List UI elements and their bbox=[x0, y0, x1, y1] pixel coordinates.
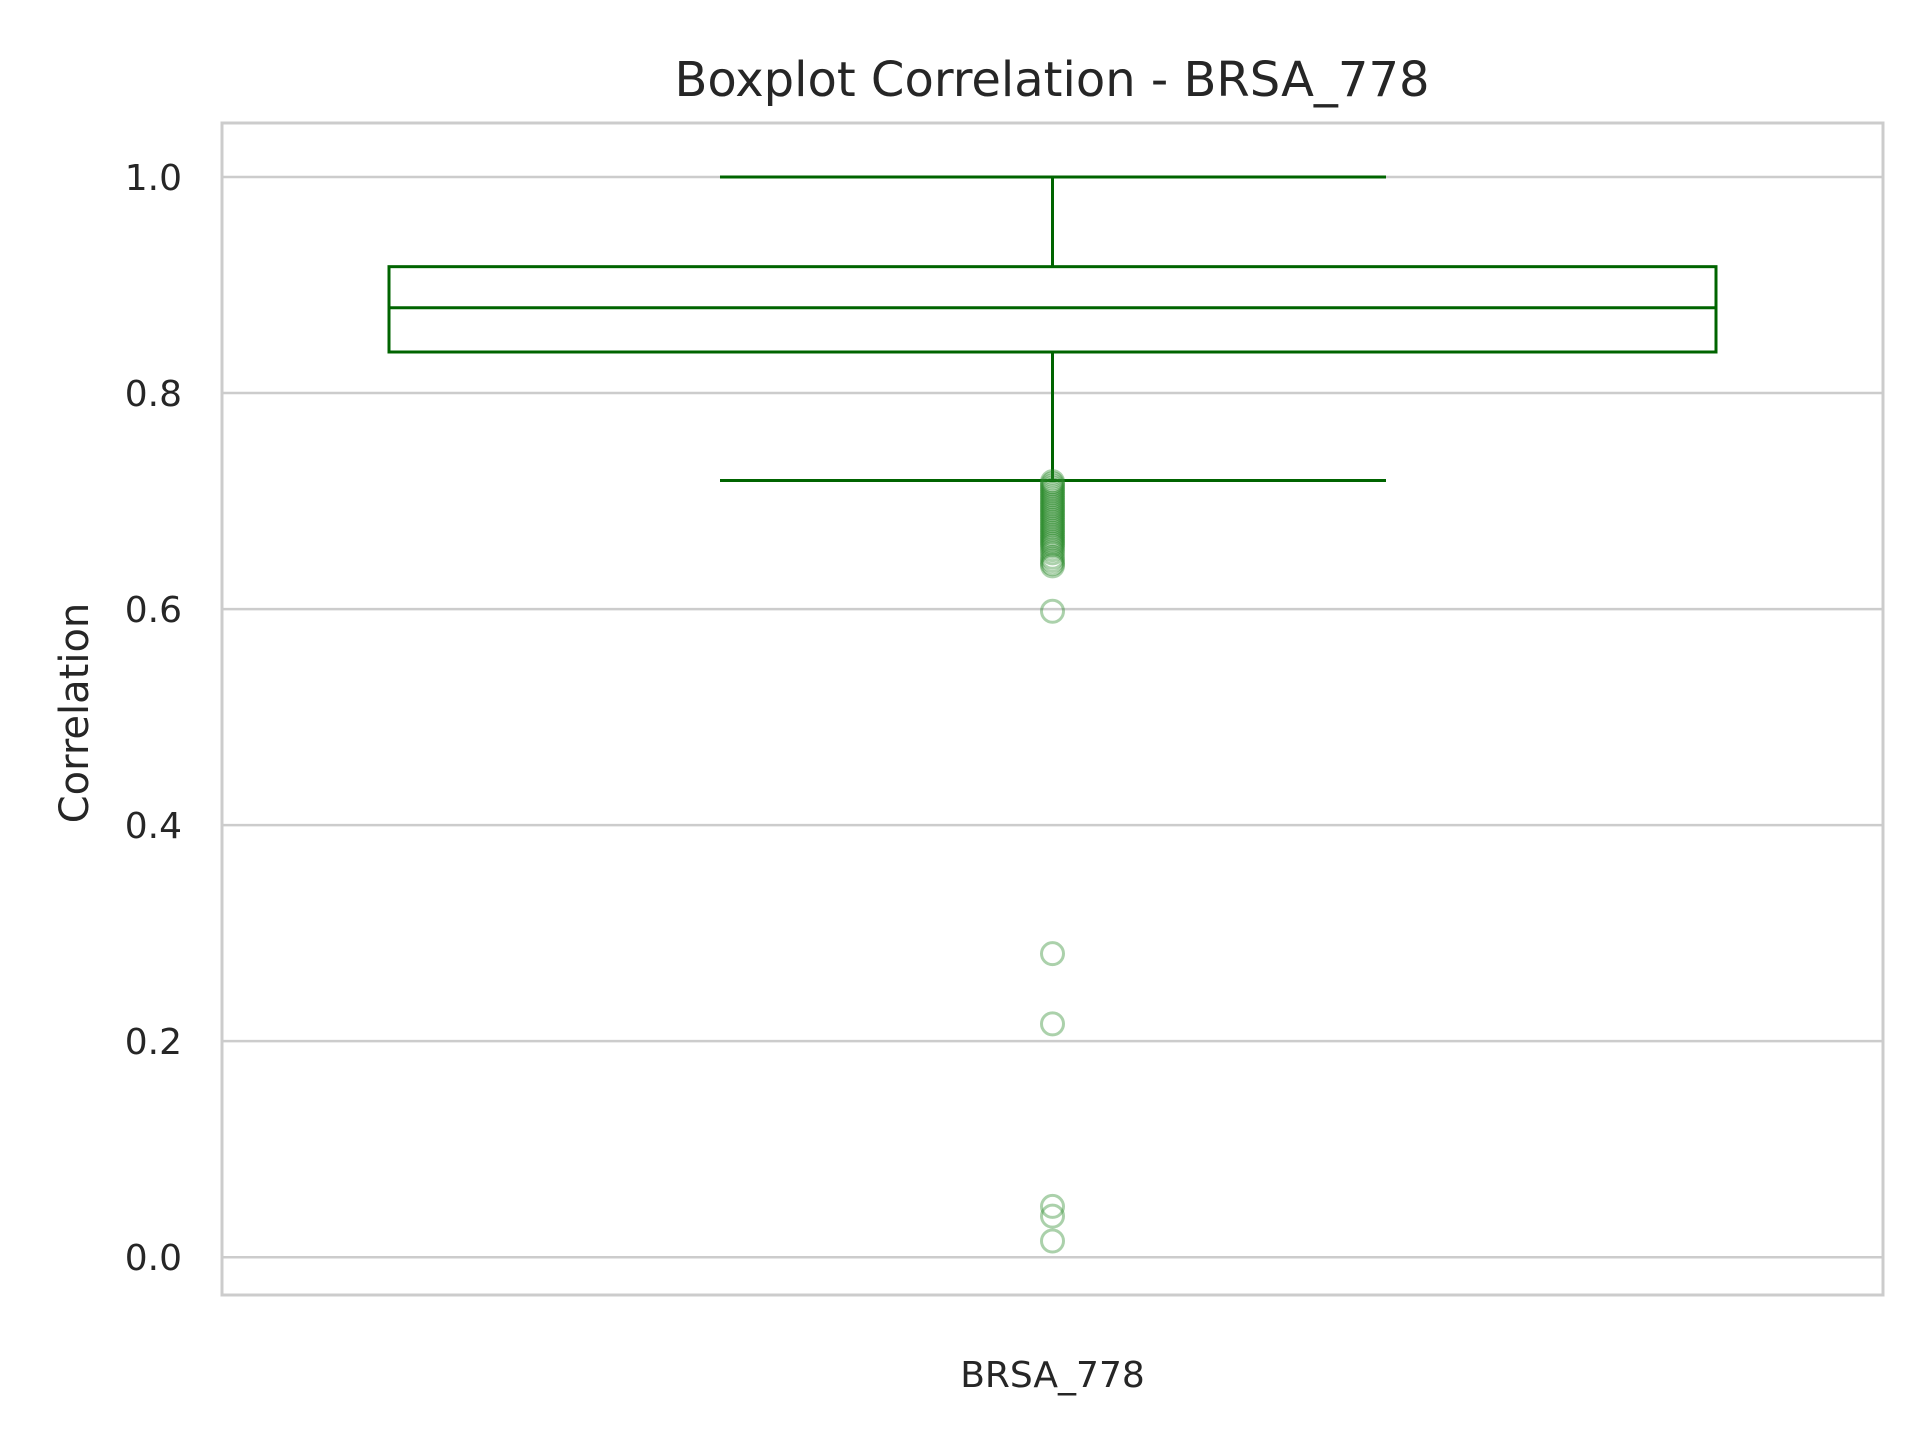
outlier-point bbox=[1040, 1011, 1065, 1037]
outlier-point bbox=[1040, 547, 1065, 573]
plot-frame bbox=[220, 121, 1885, 1297]
outlier-point bbox=[1040, 473, 1065, 499]
y-axis-label: Correlation bbox=[52, 603, 98, 824]
outlier-point bbox=[1040, 479, 1065, 505]
outlier-point bbox=[1040, 523, 1065, 549]
outlier-point bbox=[1040, 484, 1065, 510]
y-tick-label: 0.0 bbox=[125, 1238, 182, 1279]
outlier-point bbox=[1040, 544, 1065, 570]
outlier-point bbox=[1040, 495, 1065, 521]
outlier-point bbox=[1040, 518, 1065, 544]
outlier-point bbox=[1040, 529, 1065, 555]
outlier-point bbox=[1040, 1228, 1065, 1254]
outlier-point bbox=[1040, 531, 1065, 557]
y-tick-label: 0.2 bbox=[125, 1022, 182, 1063]
outlier-point bbox=[1040, 508, 1065, 534]
y-tick-label: 0.6 bbox=[125, 590, 182, 631]
box-group bbox=[387, 175, 1718, 483]
outlier-point bbox=[1040, 475, 1065, 501]
outlier-point bbox=[1040, 553, 1065, 579]
outlier-point bbox=[1040, 527, 1065, 553]
outlier-point bbox=[1040, 510, 1065, 536]
outlier-points bbox=[1040, 469, 1065, 1254]
outlier-point bbox=[1040, 482, 1065, 508]
outlier-point bbox=[1040, 501, 1065, 527]
outlier-point bbox=[1040, 525, 1065, 551]
outlier-point bbox=[1040, 505, 1065, 531]
iqr-box bbox=[387, 265, 1718, 354]
outlier-point bbox=[1040, 486, 1065, 512]
outlier-point bbox=[1040, 477, 1065, 503]
y-tick-label: 0.8 bbox=[125, 374, 182, 415]
outlier-point bbox=[1040, 497, 1065, 523]
chart-title: Boxplot Correlation - BRSA_778 bbox=[674, 52, 1429, 108]
x-tick-label: BRSA_778 bbox=[960, 1355, 1145, 1396]
y-tick-label: 1.0 bbox=[125, 158, 182, 199]
outlier-point bbox=[1040, 520, 1065, 546]
outlier-point bbox=[1040, 941, 1065, 967]
gridlines bbox=[222, 175, 1883, 1259]
outlier-point bbox=[1040, 533, 1065, 559]
y-tick-labels: 0.0 0.2 0.4 0.6 0.8 1.0 bbox=[125, 158, 182, 1279]
outlier-point bbox=[1040, 503, 1065, 529]
y-tick-label: 0.4 bbox=[125, 806, 182, 847]
x-tick-labels: BRSA_778 bbox=[960, 1355, 1145, 1396]
outlier-point bbox=[1040, 492, 1065, 518]
outlier-point bbox=[1040, 490, 1065, 516]
outlier-point bbox=[1040, 516, 1065, 542]
outlier-point bbox=[1040, 499, 1065, 525]
outlier-point bbox=[1040, 1203, 1065, 1229]
outlier-point bbox=[1040, 537, 1065, 563]
outlier-point bbox=[1040, 469, 1065, 495]
outlier-point bbox=[1040, 488, 1065, 514]
outlier-point bbox=[1040, 1193, 1065, 1219]
outlier-point bbox=[1040, 551, 1065, 577]
outlier-point bbox=[1040, 540, 1065, 566]
outlier-point bbox=[1040, 514, 1065, 540]
outlier-point bbox=[1040, 471, 1065, 497]
outlier-point bbox=[1040, 598, 1065, 624]
outlier-point bbox=[1040, 512, 1065, 538]
